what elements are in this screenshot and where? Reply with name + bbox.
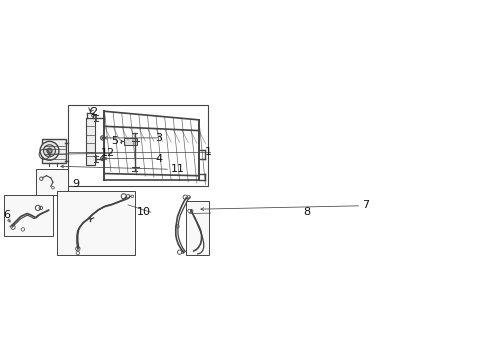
Text: 2: 2	[90, 107, 97, 117]
Bar	[42, 139, 66, 163]
Bar	[36, 169, 68, 195]
Text: 10: 10	[136, 207, 150, 217]
Bar	[123, 138, 137, 145]
Text: 6: 6	[3, 210, 11, 220]
Text: 1: 1	[204, 147, 211, 157]
Text: 9: 9	[72, 179, 79, 189]
Text: 11: 11	[171, 164, 184, 174]
Bar	[3, 195, 53, 236]
Text: 8: 8	[303, 207, 310, 217]
Circle shape	[40, 141, 59, 160]
Circle shape	[43, 145, 56, 157]
Text: 3: 3	[155, 133, 162, 143]
Text: 12: 12	[101, 148, 115, 158]
Circle shape	[102, 158, 103, 159]
Text: 4: 4	[155, 153, 162, 163]
Circle shape	[102, 137, 103, 139]
Bar	[57, 191, 134, 255]
Bar	[68, 105, 207, 186]
Bar	[85, 118, 95, 165]
Text: 5: 5	[111, 136, 118, 147]
Circle shape	[47, 148, 52, 153]
Text: 7: 7	[362, 200, 368, 210]
Bar	[186, 202, 209, 255]
